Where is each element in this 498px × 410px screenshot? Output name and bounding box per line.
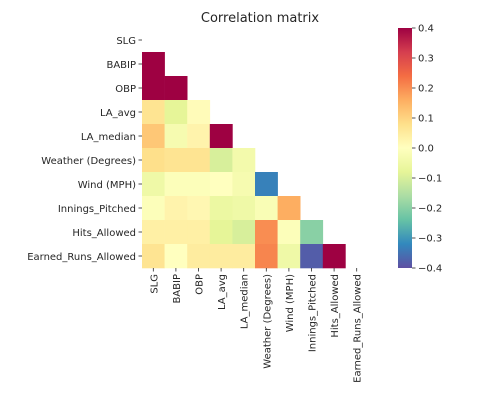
row-label: Hits_Allowed xyxy=(72,228,136,239)
heatmap-cell xyxy=(232,244,256,269)
heatmap-cell xyxy=(164,100,188,125)
colorbar-tick-label: 0.2 xyxy=(418,84,434,95)
column-label: LA_median xyxy=(240,274,251,329)
colorbar-tick-label: −0.1 xyxy=(418,174,442,185)
column-labels: SLG BABIP OBP LA_avg LA_median Weather (Degre… xyxy=(149,268,364,383)
heatmap-cell xyxy=(142,76,165,101)
heatmap-cell xyxy=(187,148,211,173)
heatmap-cell xyxy=(277,244,301,269)
heatmap-cell xyxy=(209,148,233,173)
heatmap-cell xyxy=(300,220,324,245)
column-label: Earned_Runs_Allowed xyxy=(353,274,364,383)
column-label: BABIP xyxy=(172,274,183,304)
colorbar-tick-label: −0.2 xyxy=(418,204,442,215)
heatmap-cell xyxy=(142,244,165,269)
colorbar-tick-label: −0.4 xyxy=(418,264,442,275)
chart-title: Correlation matrix xyxy=(201,11,320,26)
heatmap-cell xyxy=(300,244,324,269)
heatmap-cell xyxy=(209,172,233,197)
heatmap-cell xyxy=(142,124,165,149)
heatmap-cell xyxy=(187,196,211,221)
heatmap-cells xyxy=(142,52,346,269)
heatmap-cell xyxy=(209,220,233,245)
column-label: Innings_Pitched xyxy=(308,274,319,352)
row-label: SLG xyxy=(116,36,136,47)
heatmap-cell xyxy=(187,172,211,197)
heatmap-cell xyxy=(255,220,278,245)
column-label: SLG xyxy=(149,274,160,294)
heatmap-cell xyxy=(255,172,278,197)
colorbar-ticks: 0.4 0.3 0.2 0.1 0.0 −0.1 −0.2 −0.3 −0.4 xyxy=(412,24,442,275)
heatmap-cell xyxy=(277,196,301,221)
row-label: Innings_Pitched xyxy=(58,204,136,215)
row-labels: SLG BABIP OBP LA_avg LA_median Weather (Degre… xyxy=(27,36,142,263)
row-label: LA_median xyxy=(81,132,136,143)
heatmap-cell xyxy=(164,220,188,245)
colorbar-tick-label: 0.0 xyxy=(418,144,434,155)
colorbar-tick-label: 0.1 xyxy=(418,114,434,125)
colorbar-gradient xyxy=(398,28,412,268)
heatmap-cell xyxy=(232,196,256,221)
row-label: BABIP xyxy=(106,60,136,71)
heatmap-cell xyxy=(209,196,233,221)
heatmap-cell xyxy=(322,244,346,269)
heatmap-cell xyxy=(142,52,165,77)
heatmap-cell xyxy=(232,148,256,173)
row-label: OBP xyxy=(115,84,136,95)
heatmap-cell xyxy=(142,100,165,125)
heatmap-cell xyxy=(164,124,188,149)
heatmap-cell xyxy=(164,244,188,269)
column-label: Hits_Allowed xyxy=(330,274,341,338)
heatmap-cell xyxy=(187,244,211,269)
heatmap-cell xyxy=(187,100,211,125)
row-label: LA_avg xyxy=(100,108,136,119)
heatmap-cell xyxy=(164,76,188,101)
heatmap-cell xyxy=(142,220,165,245)
heatmap-cell xyxy=(187,220,211,245)
heatmap-cell xyxy=(164,172,188,197)
heatmap-cell xyxy=(255,196,278,221)
heatmap-cell xyxy=(164,148,188,173)
heatmap-cell xyxy=(187,124,211,149)
colorbar-tick-label: 0.3 xyxy=(418,54,434,65)
heatmap-cell xyxy=(209,244,233,269)
colorbar: 0.4 0.3 0.2 0.1 0.0 −0.1 −0.2 −0.3 −0.4 xyxy=(398,24,442,275)
colorbar-tick-label: 0.4 xyxy=(418,24,434,35)
heatmap-cell xyxy=(255,244,278,269)
column-label: Wind (MPH) xyxy=(285,274,296,332)
column-label: LA_avg xyxy=(217,274,228,310)
row-label: Earned_Runs_Allowed xyxy=(27,252,136,263)
column-label: Weather (Degrees) xyxy=(262,274,273,369)
heatmap-cell xyxy=(209,124,233,149)
heatmap-cell xyxy=(232,172,256,197)
row-label: Weather (Degrees) xyxy=(41,156,136,167)
colorbar-tick-label: −0.3 xyxy=(418,234,442,245)
heatmap-cell xyxy=(142,148,165,173)
heatmap-cell xyxy=(142,196,165,221)
row-label: Wind (MPH) xyxy=(78,180,136,191)
column-label: OBP xyxy=(195,274,206,295)
heatmap-cell xyxy=(232,220,256,245)
heatmap-cell xyxy=(277,220,301,245)
heatmap-cell xyxy=(142,172,165,197)
heatmap-cell xyxy=(164,196,188,221)
